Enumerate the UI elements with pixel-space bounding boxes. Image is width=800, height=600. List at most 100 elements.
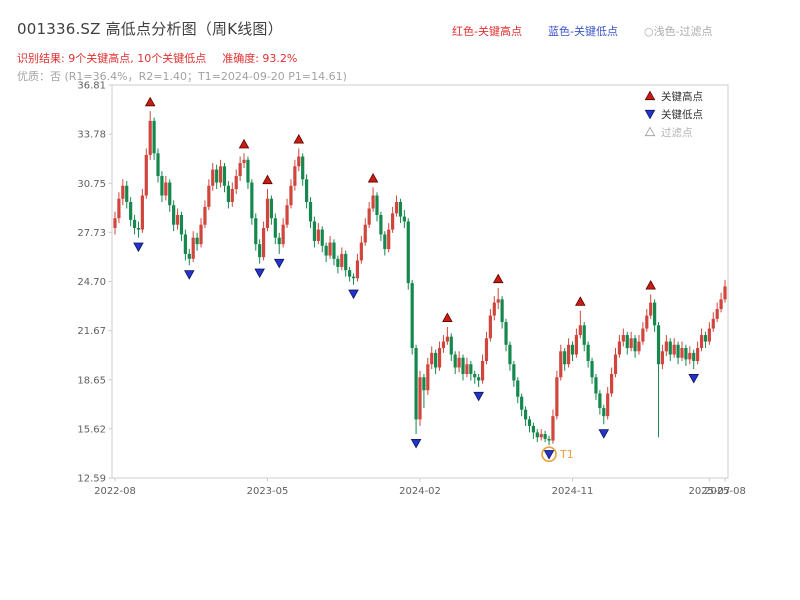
key-high-marker	[293, 134, 305, 144]
key-low-marker	[598, 429, 610, 439]
legend-key-high-icon	[644, 90, 656, 101]
candle	[649, 302, 653, 316]
candle	[719, 299, 723, 310]
candle	[414, 348, 418, 420]
page-title: 001336.SZ 高低点分析图（周K线图）	[17, 20, 283, 38]
candle	[160, 176, 164, 196]
legend-filtered-icon	[644, 126, 656, 137]
candle	[238, 163, 242, 177]
key-low-marker	[410, 438, 422, 449]
candle	[340, 253, 344, 267]
candle	[437, 348, 442, 368]
candle	[324, 245, 328, 256]
candle	[191, 237, 195, 259]
candle	[363, 224, 367, 243]
candle	[488, 315, 492, 339]
candle	[434, 352, 438, 368]
key-high-marker	[144, 96, 156, 107]
candle	[305, 179, 309, 202]
candle	[301, 156, 305, 180]
candle	[531, 425, 535, 433]
candle	[152, 120, 156, 154]
candle	[328, 242, 332, 256]
t1-label: T1	[559, 448, 574, 461]
x-tick-label: 2025-07	[688, 486, 730, 497]
candle	[656, 325, 661, 365]
candle	[391, 213, 395, 230]
key-high-marker	[575, 296, 586, 306]
x-tick-label: 2024-11	[552, 486, 594, 497]
candle	[578, 325, 582, 336]
key-low-marker	[688, 374, 699, 384]
candle	[629, 338, 633, 349]
candle	[633, 338, 637, 352]
key-high-marker	[238, 138, 250, 149]
t1-circle	[541, 446, 557, 463]
y-tick-label: 24.70	[77, 277, 106, 288]
candle	[250, 182, 254, 219]
x-tick-label: 2022-08	[94, 486, 136, 497]
legend-label: 过滤点	[661, 126, 693, 139]
candle	[586, 344, 590, 362]
candle	[465, 364, 469, 374]
candle	[183, 234, 187, 254]
key-high-marker	[645, 280, 656, 290]
candle	[293, 166, 297, 186]
candle	[676, 344, 680, 358]
x-tick-label: 2024-02	[399, 486, 441, 497]
y-tick-label: 33.78	[77, 130, 106, 141]
key-low-marker	[273, 258, 285, 269]
candle	[226, 185, 230, 202]
candle	[179, 214, 184, 235]
candle	[258, 244, 262, 258]
candle	[668, 341, 672, 355]
candle	[672, 344, 676, 355]
key-high-marker	[367, 172, 379, 183]
candle	[692, 352, 696, 362]
candle	[617, 341, 622, 355]
candle	[121, 185, 125, 199]
candle	[156, 153, 160, 177]
candle	[699, 335, 704, 349]
key-high-marker	[262, 174, 273, 185]
legend-key-low-icon	[644, 109, 656, 120]
candle	[621, 335, 625, 342]
candle	[117, 198, 121, 219]
candle	[684, 348, 688, 360]
header-legend: 红色-关键高点 蓝色-关键低点 ○浅色-过滤点	[452, 23, 713, 39]
candle	[559, 351, 563, 378]
candle	[375, 195, 379, 215]
candle	[723, 286, 727, 300]
candle	[344, 253, 348, 271]
accuracy-value: 准确度: 93.2%	[222, 52, 298, 65]
candle	[144, 154, 148, 196]
candle	[570, 344, 575, 355]
candle	[261, 227, 266, 258]
candle	[492, 302, 496, 316]
candle	[469, 364, 473, 374]
candle	[426, 364, 430, 391]
candle	[418, 377, 422, 420]
candle	[132, 219, 137, 228]
candle	[707, 328, 711, 342]
candle	[696, 348, 700, 362]
candle	[242, 159, 246, 164]
candle	[504, 322, 508, 345]
y-tick-label: 30.75	[77, 179, 106, 190]
candle	[230, 189, 234, 202]
candle	[637, 341, 641, 352]
y-tick-label: 12.59	[77, 474, 106, 485]
candle	[371, 195, 375, 209]
candle	[422, 377, 426, 391]
candle	[539, 434, 543, 438]
candle	[140, 195, 144, 230]
candle	[297, 156, 301, 167]
candle	[125, 185, 129, 202]
candle	[563, 351, 567, 365]
key-low-marker	[543, 450, 555, 460]
candle	[273, 218, 277, 238]
candle	[410, 283, 414, 349]
candle	[199, 224, 203, 245]
candle	[195, 237, 199, 245]
